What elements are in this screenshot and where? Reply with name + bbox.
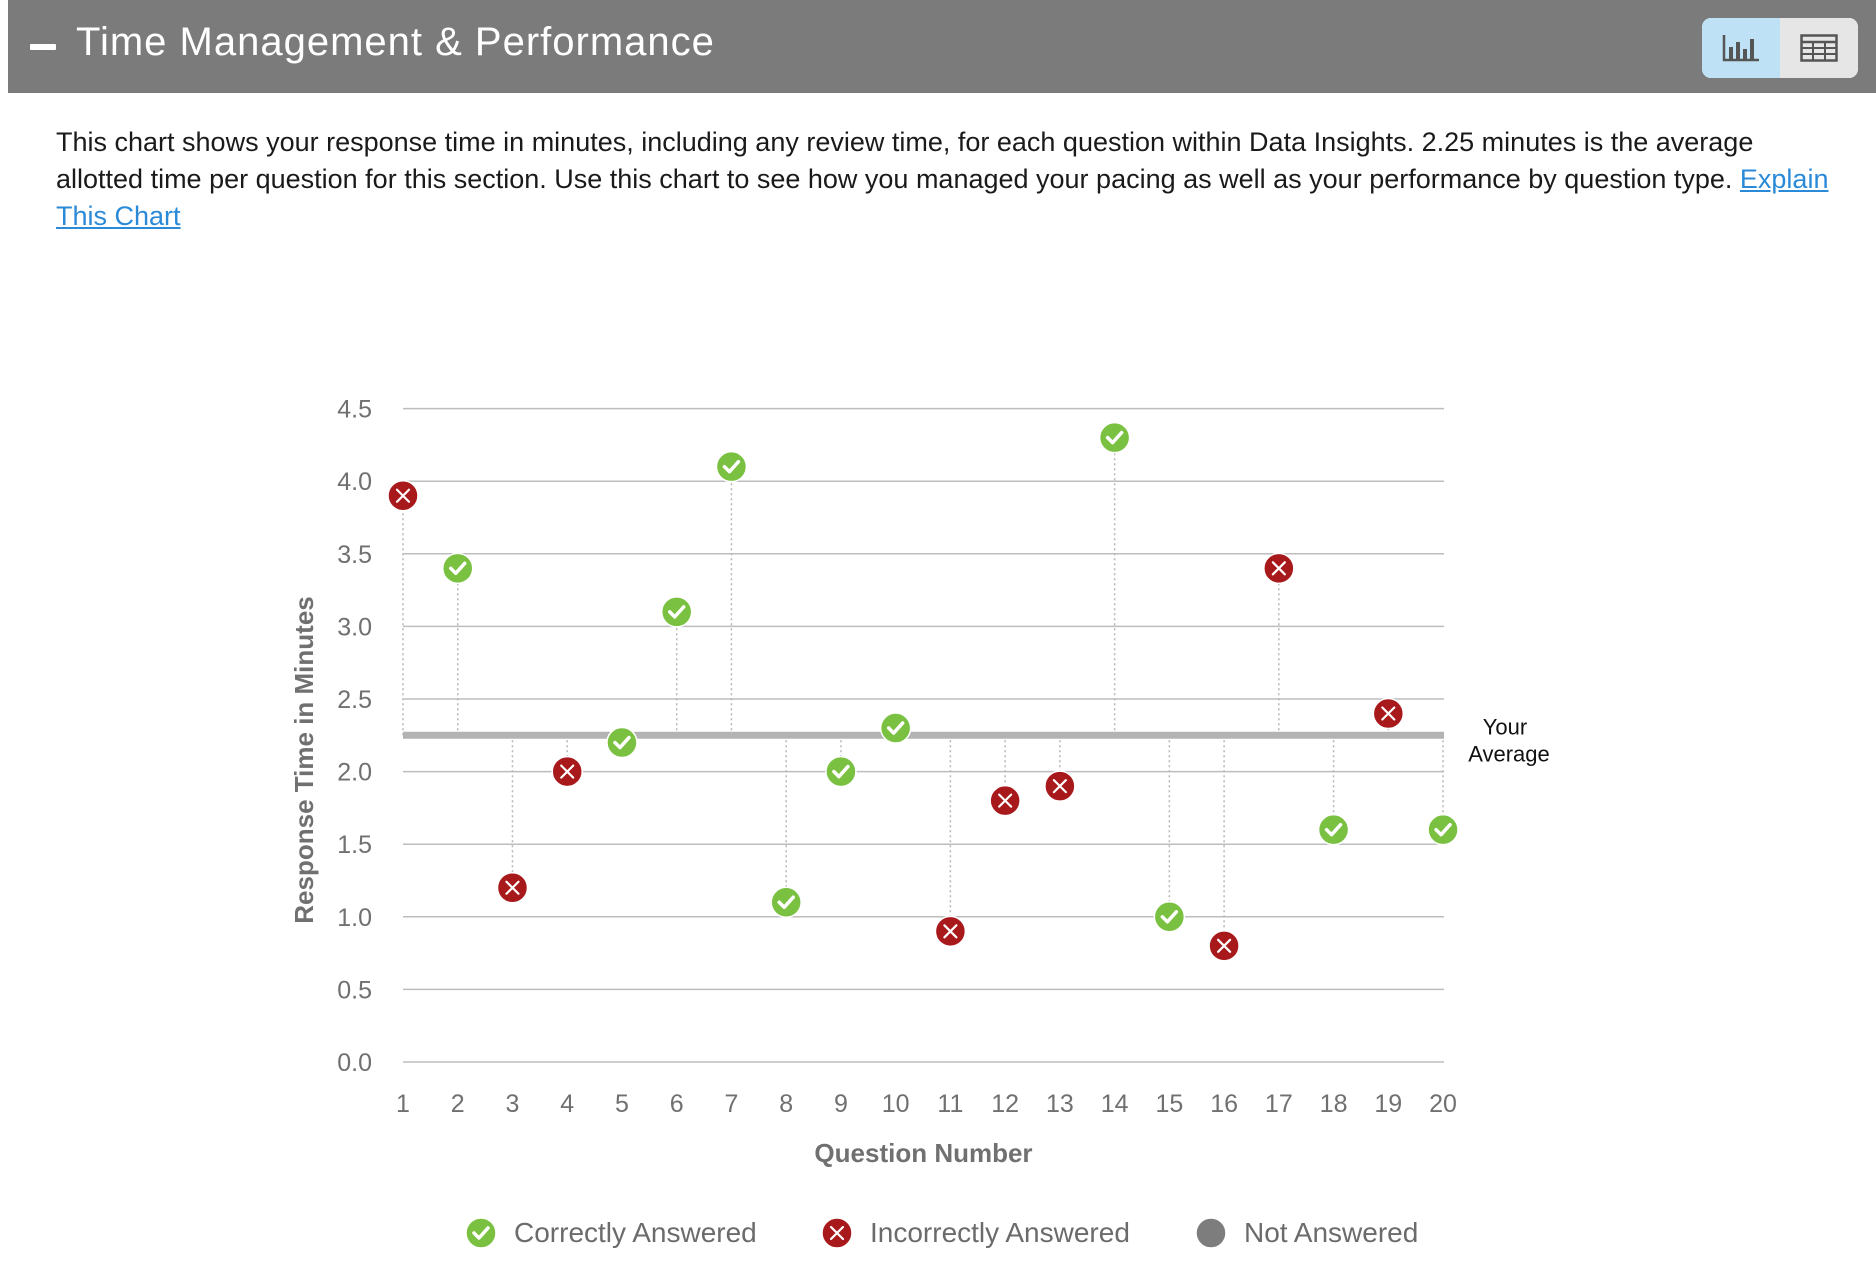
x-tick-label: 13 [1046,1090,1074,1118]
chart-description: This chart shows your response time in m… [56,124,1836,235]
gray-circle-icon [1195,1217,1227,1249]
legend-marker [1195,1217,1227,1249]
data-point-incorrect [1263,552,1295,585]
legend-marker [821,1217,853,1249]
legend-marker [465,1217,497,1249]
y-tick-label: 4.5 [337,396,372,424]
data-point-incorrect [1372,697,1405,730]
legend-label: Incorrectly Answered [870,1217,1130,1248]
data-point-incorrect [989,784,1021,817]
section-title: Time Management & Performance [76,20,715,64]
description-text: This chart shows your response time in m… [56,127,1754,194]
x-tick-label: 7 [724,1090,738,1118]
x-tick-label: 14 [1101,1090,1129,1118]
x-tick-label: 3 [506,1090,520,1118]
table-icon [1800,34,1838,62]
data-point-correct [660,596,693,628]
data-point-incorrect [1208,930,1240,962]
y-tick-label: 1.0 [337,904,372,932]
y-tick-label: 3.5 [337,541,372,569]
x-tick-label: 18 [1320,1090,1348,1118]
legend-label: Correctly Answered [514,1217,757,1248]
y-tick-label: 0.0 [337,1049,372,1077]
data-point-correct [1153,901,1186,933]
y-tick-label: 1.5 [337,831,372,859]
data-point-correct [825,755,857,788]
legend-item-correct: Correctly Answered [464,1216,757,1250]
data-point-correct [1317,813,1350,846]
data-point-correct [1427,813,1459,846]
x-tick-label: 4 [560,1090,574,1118]
data-point-incorrect [934,915,967,948]
x-tick-label: 17 [1265,1090,1293,1118]
y-tick-label: 0.5 [337,976,372,1004]
explain-chart-link[interactable]: Explain This Chart [56,164,1829,231]
section-header: Time Management & Performance [8,0,1876,93]
data-point-correct [1098,421,1131,454]
average-label: Your [1483,714,1527,739]
y-tick-label: 4.0 [337,468,372,496]
x-axis-title: Question Number [814,1138,1032,1168]
x-circle-icon [821,1217,853,1249]
y-tick-label: 2.0 [337,759,372,787]
x-tick-label: 16 [1210,1090,1238,1118]
data-point-incorrect [496,872,529,904]
view-toggle [1702,18,1858,78]
x-tick-label: 11 [937,1090,963,1118]
x-tick-label: 9 [834,1090,848,1118]
data-point-correct [606,726,638,759]
x-tick-label: 15 [1155,1090,1183,1118]
x-tick-label: 5 [615,1090,629,1118]
x-tick-label: 6 [670,1090,684,1118]
data-point-correct [715,450,748,483]
bar-chart-icon [1722,35,1759,62]
scatter-chart: 0.00.51.01.52.02.53.03.54.04.51 2 3 4 5 6 7 8 9 1… [289,396,1550,1168]
x-tick-label: 12 [991,1090,1019,1118]
y-tick-label: 3.0 [337,613,372,641]
minus-icon[interactable] [30,44,56,50]
y-axis-title: Response Time in Minutes [289,596,319,923]
check-circle-icon [465,1217,497,1249]
x-tick-label: 10 [882,1090,910,1118]
legend-item-incorrect: Incorrectly Answered [820,1216,1130,1250]
table-view-button[interactable] [1780,18,1858,78]
data-point-correct [770,886,802,919]
x-tick-label: 8 [779,1090,793,1118]
x-tick-label: 2 [451,1090,465,1118]
x-tick-label: 20 [1429,1090,1457,1118]
legend-label: Not Answered [1244,1217,1419,1248]
data-point-incorrect [551,755,583,788]
data-point-correct [441,552,474,585]
average-label: Average [1468,741,1550,766]
y-tick-label: 2.5 [337,686,372,714]
chart-view-button[interactable] [1702,18,1780,78]
x-tick-label: 19 [1374,1090,1402,1118]
x-tick-label: 1 [396,1090,410,1118]
data-point-incorrect [1044,770,1076,802]
legend-item-not-answered: Not Answered [1194,1216,1418,1250]
data-point-correct [879,712,912,744]
data-point-incorrect [387,479,419,512]
chart-legend: Correctly Answered Incorrectly Answered No… [0,1216,1876,1256]
